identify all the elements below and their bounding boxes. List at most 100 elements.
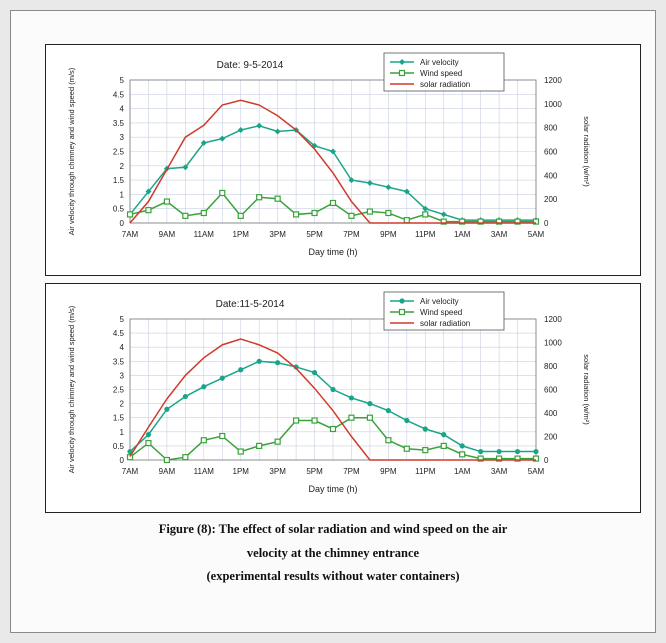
y-tick-label: 5	[120, 76, 125, 85]
data-point	[478, 448, 484, 455]
series-line	[129, 99, 536, 224]
data-point	[256, 122, 263, 129]
y2-tick-label: 200	[544, 433, 558, 442]
y-tick-label: 2.5	[113, 386, 125, 395]
data-point	[459, 451, 466, 458]
data-point	[459, 218, 466, 225]
data-point	[201, 384, 207, 390]
y-tick-label: 3	[120, 133, 125, 142]
series-line	[129, 338, 536, 461]
data-point	[200, 139, 207, 146]
data-point	[495, 218, 503, 225]
y2-tick-label: 0	[544, 219, 549, 228]
data-point	[200, 209, 207, 217]
data-point	[403, 217, 410, 224]
y-tick-label: 2	[120, 162, 125, 171]
x-tick-label: 5PM	[306, 467, 323, 476]
data-point	[182, 164, 189, 171]
data-point	[422, 447, 429, 454]
x-axis-title: Day time (h)	[308, 247, 357, 257]
data-point	[514, 218, 521, 225]
x-tick-label: 7PM	[343, 467, 360, 476]
data-point	[237, 448, 244, 455]
x-axis-title: Day time (h)	[308, 484, 357, 494]
x-tick-label: 1AM	[454, 467, 471, 476]
data-point	[238, 367, 244, 373]
figure-caption-line-3: (experimental results without water cont…	[206, 569, 460, 583]
data-point	[256, 194, 263, 201]
y2-tick-label: 1200	[544, 76, 562, 85]
data-point	[127, 448, 133, 455]
figure-page: 0 0.5 1 1.5 2 2.5 3 3.5 4 4.5 5 0 200 400 600 800 1000 12…	[10, 10, 656, 633]
x-tick-label: 11PM	[415, 467, 436, 476]
data-point	[348, 395, 355, 401]
y-tick-label: 4.5	[113, 90, 125, 99]
x-tick-label: 1PM	[233, 467, 250, 476]
y2-tick-label: 400	[544, 409, 558, 418]
data-point	[366, 414, 374, 421]
data-point	[145, 432, 152, 438]
data-point	[256, 442, 263, 449]
data-point	[440, 218, 447, 225]
x-tick-label: 11AM	[194, 230, 215, 239]
y-tick-label: 0.5	[113, 442, 125, 451]
y2-axis-title: solar radiation (w/m²)	[582, 354, 591, 425]
y2-tick-label: 0	[544, 456, 549, 465]
data-point	[274, 438, 281, 445]
x-tick-label: 11PM	[415, 230, 436, 239]
data-point	[274, 128, 281, 135]
data-point	[367, 401, 373, 407]
data-point	[422, 211, 429, 218]
chart-title: Date:11-5-2014	[216, 299, 285, 310]
legend-marker	[398, 69, 406, 77]
data-point	[422, 205, 429, 212]
y2-tick-label: 1200	[544, 315, 562, 324]
data-point	[404, 417, 410, 424]
legend-marker	[399, 59, 405, 65]
plot-area	[129, 318, 537, 461]
y-tick-label: 4	[120, 343, 125, 352]
y-tick-label: 0.5	[113, 205, 125, 214]
x-tick-label: 7AM	[122, 230, 139, 239]
x-tick-label: 3PM	[269, 467, 286, 476]
data-point	[385, 184, 392, 191]
y-tick-label: 4	[120, 105, 125, 114]
y-tick-label: 3	[120, 371, 125, 380]
y-tick-label: 5	[120, 315, 125, 324]
data-point	[145, 188, 152, 195]
data-point	[330, 148, 336, 155]
x-tick-label: 9PM	[380, 467, 397, 476]
data-point	[292, 417, 300, 424]
y-tick-label: 1.5	[113, 414, 125, 423]
data-point	[126, 454, 134, 461]
legend-label: solar radiation	[420, 319, 470, 328]
data-point	[292, 211, 300, 218]
data-point	[182, 454, 189, 461]
data-point	[422, 426, 428, 432]
y-tick-label: 2.5	[113, 148, 125, 157]
data-point	[182, 212, 189, 219]
data-point	[459, 443, 465, 449]
legend-marker	[399, 298, 405, 304]
data-point	[385, 209, 392, 217]
series-solar-radiation	[129, 99, 536, 224]
data-point	[145, 207, 152, 214]
data-point	[532, 455, 540, 462]
chart-panel-1: 0 0.5 1 1.5 2 2.5 3 3.5 4 4.5 5 0 200 400 600 800 1000 12…	[45, 44, 641, 276]
data-point	[366, 179, 373, 186]
data-point	[219, 432, 226, 440]
y-tick-label: 1	[120, 428, 125, 437]
data-point	[440, 211, 447, 218]
x-tick-label: 3AM	[491, 230, 508, 239]
data-point	[237, 127, 244, 134]
series-wind-speed	[126, 414, 540, 464]
x-tick-label: 9AM	[159, 467, 176, 476]
data-point	[219, 375, 225, 381]
legend-marker	[398, 308, 406, 316]
y-tick-label: 3.5	[113, 119, 125, 128]
data-point	[219, 189, 226, 197]
y2-axis-title: solar radiation (w/m²)	[582, 116, 591, 187]
data-point	[311, 209, 318, 217]
data-point	[385, 437, 392, 444]
data-point	[477, 218, 484, 225]
